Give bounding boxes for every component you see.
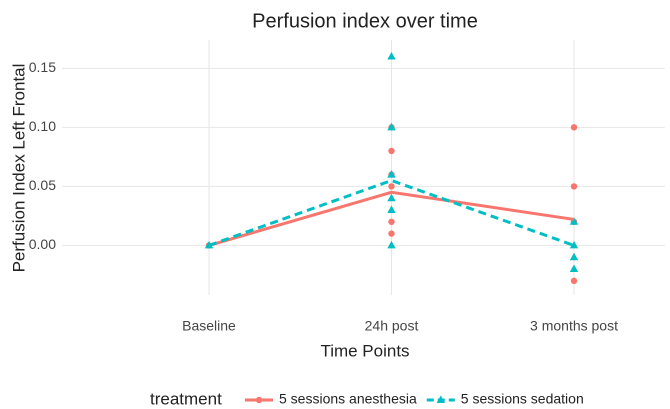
point [388,218,395,226]
point [388,147,395,155]
legend-label: 5 sessions anesthesia [279,391,417,407]
point [569,252,579,261]
x-tick-label: 24h post [365,318,419,334]
legend-key-point [436,395,445,403]
point [387,122,396,131]
y-tick-label: 0.05 [29,177,56,193]
point [387,193,396,202]
point [570,277,578,285]
point [569,240,579,249]
series-line [208,190,575,247]
point [570,124,578,131]
point [569,217,579,225]
point [388,230,395,237]
x-tick-label: Baseline [182,318,236,334]
point [387,205,396,213]
point [388,183,395,190]
grid [62,40,665,295]
point [570,183,578,190]
legend-key-point [255,396,263,404]
x-axis-label: Time Points [320,341,409,360]
y-tick-label: 0.15 [29,59,56,75]
point [387,52,396,60]
legend-entry: 5 sessions sedation [426,391,584,407]
y-axis-label: Perfusion Index Left Frontal [9,64,28,273]
point [387,240,396,249]
legend-entry: 5 sessions anesthesia [245,391,417,407]
legend-label: 5 sessions sedation [461,391,584,407]
legend-title: treatment [150,389,222,408]
x-tick-label: 3 months post [530,318,618,334]
y-tick-label: 0.10 [29,118,56,134]
chart-title: Perfusion index over time [252,10,478,32]
y-tick-label: 0.00 [29,236,56,252]
point [387,170,396,178]
point [569,264,579,273]
